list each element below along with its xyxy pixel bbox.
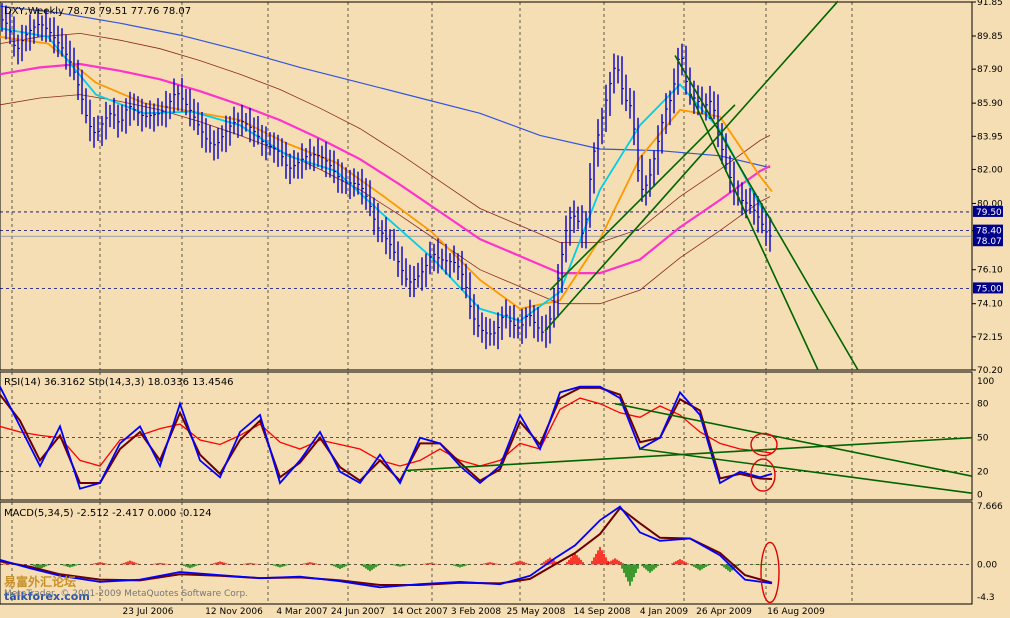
y-tick-label: 0.00 (977, 560, 997, 570)
oscillator-panel (0, 385, 973, 494)
x-tick-label: 3 Feb 2008 (451, 607, 502, 617)
trendline (674, 55, 859, 371)
price-panel (0, 0, 859, 371)
watermark-site: talkforex.com (4, 590, 90, 603)
price-tag (973, 224, 1003, 236)
trendline (639, 448, 973, 494)
series-line-stoch-k (0, 385, 773, 490)
x-tick-label: 25 May 2008 (507, 607, 566, 617)
axes: 23 Jul 2006 12 Nov 2006 4 Mar 2007 24 Jun 2… (123, 0, 1004, 617)
macd-header: MACD(5,34,5) -2.512 -2.417 0.000 -0.124 (4, 508, 212, 519)
trendline (689, 92, 819, 371)
price-tag-label: 78.07 (976, 237, 1002, 247)
price-header: DXY,Weekly 78.78 79.51 77.76 78.07 (4, 6, 191, 17)
x-tick-label: 12 Nov 2006 (205, 607, 263, 617)
trendline (404, 436, 973, 472)
x-tick-label: 26 Apr 2009 (696, 607, 752, 617)
series-line-macd (0, 505, 773, 589)
series-line-ma-long (0, 5, 771, 169)
watermark-cn: 易富外汇论坛 (4, 574, 76, 589)
highlight-circle (750, 432, 778, 457)
price-tag-label: 75.00 (976, 284, 1002, 294)
series-line-ma-slow (0, 62, 771, 275)
series-line-ma-mid (0, 35, 773, 310)
x-tick-label: 4 Jan 2009 (640, 607, 688, 617)
highlight-circle (760, 541, 780, 604)
y-tick-label: 80.00 (977, 199, 1003, 209)
price-tag-label: 78.40 (976, 227, 1002, 237)
y-tick-label: 7.666 (977, 502, 1003, 512)
panel-frame (0, 501, 973, 605)
y-tick-label: 76.10 (977, 266, 1003, 276)
macd-panel (0, 505, 780, 604)
panel-frame (0, 1, 973, 371)
panel-frame (0, 371, 973, 501)
trendline (614, 402, 973, 477)
y-tick-label: -4.3 (977, 593, 995, 603)
y-tick-label: 100 (977, 377, 994, 387)
ma-envelope-upper (0, 32, 771, 243)
series-line-ma-fast (0, 27, 773, 322)
series-line-rsi (0, 397, 773, 467)
y-tick-label: 20 (977, 468, 989, 478)
y-tick-label: 0 (977, 490, 983, 500)
y-tick-label: 50 (977, 434, 989, 444)
x-tick-label: 14 Oct 2007 (392, 607, 448, 617)
price-tag (973, 235, 1003, 247)
price-tag (973, 282, 1003, 294)
y-tick-label: 74.10 (977, 300, 1003, 310)
y-tick-label: 91.85 (977, 0, 1003, 8)
y-tick-label: 80 (977, 400, 989, 410)
y-tick-label: 87.90 (977, 65, 1003, 75)
y-tick-label: 89.85 (977, 32, 1003, 42)
y-tick-label: 72.15 (977, 333, 1003, 343)
rsi-header: RSI(14) 36.3162 Sto(14,3,3) 18.0336 13.4… (4, 377, 234, 388)
trendline (549, 104, 736, 291)
x-tick-label: 16 Aug 2009 (767, 607, 825, 617)
series-line-stoch-d (0, 386, 773, 484)
x-tick-label: 4 Mar 2007 (276, 607, 327, 617)
y-tick-label: 70.20 (977, 366, 1003, 376)
price-tag (973, 205, 1003, 217)
x-tick-label: 23 Jul 2006 (123, 607, 174, 617)
x-tick-label: 24 Jun 2007 (331, 607, 385, 617)
price-tag-label: 79.50 (976, 208, 1002, 218)
y-tick-label: 85.90 (977, 99, 1003, 109)
trendline (544, 0, 839, 332)
y-tick-label: 83.95 (977, 132, 1003, 142)
y-tick-label: 82.00 (977, 165, 1003, 175)
copyright-text: MetaTrader, © 2001-2009 MetaQuotes Softw… (4, 589, 248, 599)
x-tick-label: 14 Sep 2008 (573, 607, 630, 617)
highlight-circle (750, 458, 776, 492)
